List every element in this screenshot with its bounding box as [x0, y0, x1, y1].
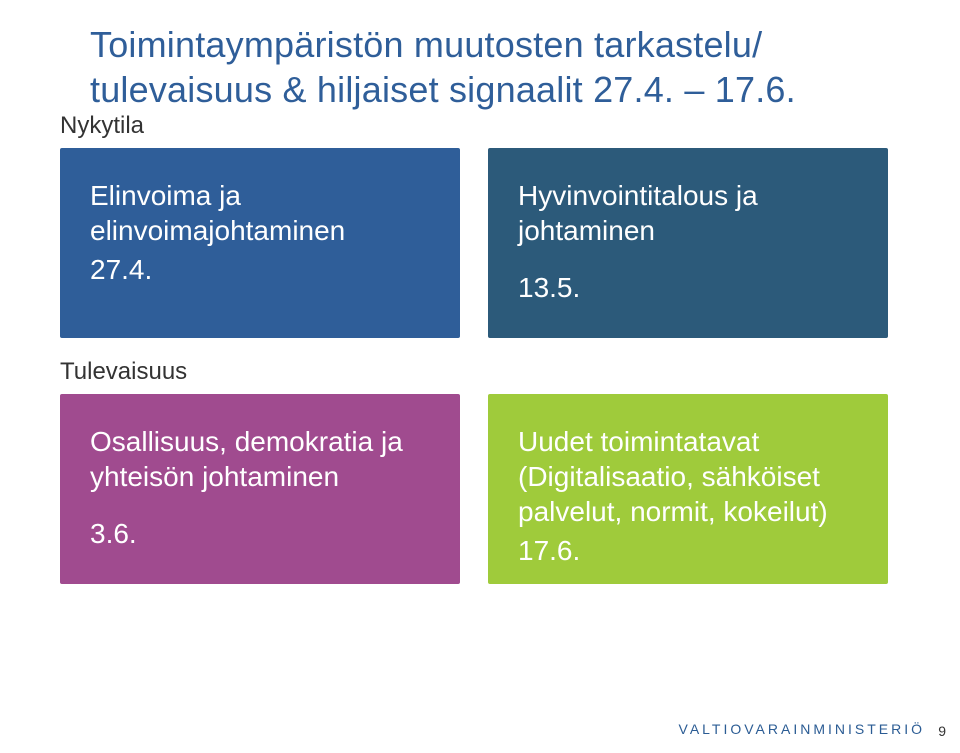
box-heading: Osallisuus, demokratia ja yhteisön johta…	[90, 424, 432, 494]
box-date: 13.5.	[518, 270, 860, 305]
box-date: 27.4.	[90, 252, 432, 287]
spacer	[90, 494, 432, 512]
box-date: 17.6.	[518, 533, 860, 568]
box-heading: Hyvinvointitalous ja johtaminen	[518, 178, 860, 248]
box-date: 3.6.	[90, 516, 432, 551]
page-number: 9	[938, 723, 946, 739]
title-line-1: Toimintaympäristön muutosten tarkastelu/	[90, 24, 762, 65]
box-uudet: Uudet toimintatavat (Digitalisaatio, säh…	[488, 394, 888, 584]
row-top: Elinvoima ja elinvoimajohtaminen 27.4. H…	[60, 148, 900, 338]
slide-page: Toimintaympäristön muutosten tarkastelu/…	[0, 0, 960, 753]
label-nykytila: Nykytila	[60, 112, 900, 140]
footer-ministry: VALTIOVARAINMINISTERIÖ	[679, 721, 925, 737]
row-bottom: Osallisuus, demokratia ja yhteisön johta…	[60, 394, 900, 584]
spacer	[518, 248, 860, 266]
slide-title: Toimintaympäristön muutosten tarkastelu/…	[90, 22, 900, 112]
box-heading: Uudet toimintatavat (Digitalisaatio, säh…	[518, 424, 860, 529]
box-hyvinvointi: Hyvinvointitalous ja johtaminen 13.5.	[488, 148, 888, 338]
box-heading: Elinvoima ja elinvoimajohtaminen	[90, 178, 432, 248]
label-tulevaisuus: Tulevaisuus	[60, 358, 900, 386]
title-line-2: tulevaisuus & hiljaiset signaalit 27.4. …	[90, 69, 796, 110]
box-osallisuus: Osallisuus, demokratia ja yhteisön johta…	[60, 394, 460, 584]
box-elinvoima: Elinvoima ja elinvoimajohtaminen 27.4.	[60, 148, 460, 338]
